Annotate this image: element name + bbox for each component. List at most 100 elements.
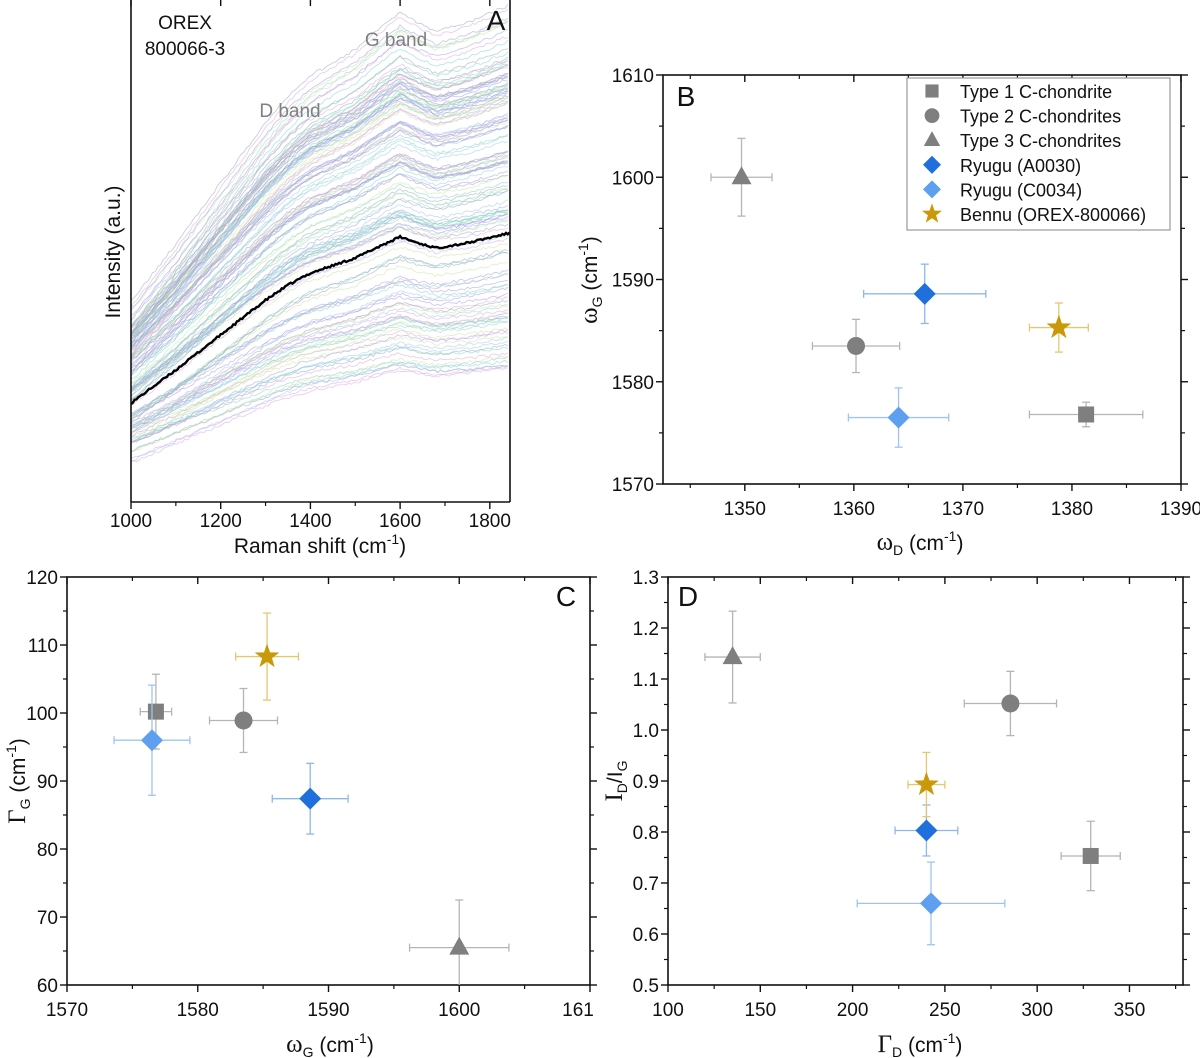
legend-label: Type 3 C-chondrites — [960, 131, 1121, 151]
individual-spectrum — [131, 311, 508, 443]
legend-item-bennu: Bennu (OREX-800066) — [921, 203, 1146, 225]
bennu-marker — [1046, 314, 1072, 339]
legend-label: Ryugu (A0030) — [960, 156, 1081, 176]
legend-item-type3: Type 3 C-chondrites — [923, 131, 1121, 151]
data-point-type2 — [963, 670, 1058, 737]
individual-spectrum — [131, 64, 508, 334]
y-axis-label: Intensity (a.u.) — [102, 185, 125, 318]
label-symbol: ω — [877, 529, 893, 556]
bennu-marker — [914, 771, 939, 796]
individual-spectrum — [131, 199, 509, 401]
y-tick-label: 1.0 — [633, 721, 659, 742]
individual-spectrum — [131, 367, 508, 463]
individual-spectrum — [131, 170, 508, 372]
data-point-bennu — [907, 751, 946, 818]
x-tick-label: 250 — [929, 1000, 961, 1021]
label-symbol: Γ — [4, 809, 31, 823]
legend-item-ryugu_a0030: Ryugu (A0030) — [922, 155, 1081, 176]
mean-spectrum-line — [131, 231, 510, 406]
individual-spectrum — [131, 152, 508, 367]
individual-spectrum — [131, 20, 509, 312]
ryugu_c0034-marker — [922, 180, 942, 199]
panel-D-data — [704, 610, 1121, 946]
data-point-bennu — [235, 612, 300, 701]
individual-spectrum — [131, 190, 508, 384]
individual-spectrum — [131, 155, 509, 360]
individual-spectrum — [131, 315, 508, 433]
panel-C-data — [113, 612, 510, 985]
individual-spectrum — [131, 340, 508, 440]
g-band-annotation: G band — [365, 30, 427, 51]
individual-spectrum — [131, 272, 508, 415]
x-tick-label: 300 — [1021, 1000, 1053, 1021]
data-point-ryugu_a0030 — [271, 762, 349, 835]
y-axis-label: ωG (cm-1) — [575, 236, 605, 324]
y-tick-label: 1600 — [612, 168, 654, 189]
y-axis-label: ΓG (cm-1) — [3, 738, 33, 824]
legend-label: Type 2 C-chondrites — [960, 107, 1121, 127]
label-superscript: -1 — [387, 531, 400, 547]
y-tick-label: 60 — [37, 976, 58, 997]
individual-spectrum — [131, 94, 509, 336]
y-tick-label: 1.1 — [633, 670, 659, 691]
panel-letter-A: A — [487, 5, 506, 36]
x-tick-label: 1370 — [942, 499, 984, 520]
x-tick-label: 100 — [652, 1000, 684, 1021]
individual-spectrum — [131, 327, 509, 442]
label-close: ) — [7, 738, 30, 745]
label-close: ) — [956, 532, 963, 555]
type2-marker — [847, 336, 866, 355]
y-tick-label: 0.6 — [633, 925, 659, 946]
x-axis-label: Raman shift (cm-1) — [234, 531, 406, 558]
individual-spectrum — [131, 356, 509, 462]
ryugu_c0034-marker — [140, 729, 163, 752]
type1-marker — [1082, 847, 1099, 864]
data-point-type3 — [704, 610, 761, 704]
bennu-marker — [921, 203, 943, 223]
label-symbol: I — [601, 793, 628, 801]
label-subscript: D — [893, 542, 903, 558]
data-point-type1 — [1060, 820, 1121, 892]
x-axis-label: ΓD (cm-1) — [878, 1030, 963, 1058]
label-unit: (cm — [903, 532, 944, 555]
y-tick-label: 1.3 — [633, 568, 659, 589]
x-tick-label: 200 — [837, 1000, 869, 1021]
label-unit: /I — [604, 771, 627, 783]
individual-spectrum — [131, 284, 508, 426]
individual-spectrum — [131, 209, 508, 401]
data-point-ryugu_c0034 — [856, 861, 1006, 946]
individual-spectrum — [131, 243, 508, 403]
panel-A-spectra — [131, 4, 510, 463]
individual-spectrum — [131, 293, 508, 418]
label-superscript: -1 — [943, 1030, 956, 1046]
type1-marker — [925, 84, 939, 98]
individual-spectrum — [131, 237, 508, 406]
individual-spectrum — [131, 115, 508, 347]
label-subscript: G — [17, 798, 33, 809]
data-point-type2 — [208, 687, 279, 754]
data-point-type2 — [811, 318, 901, 374]
individual-spectrum — [131, 160, 508, 366]
data-point-ryugu_a0030 — [894, 804, 959, 857]
label-superscript: -1 — [3, 745, 19, 758]
label-superscript: -1 — [944, 528, 957, 544]
label-symbol: ω — [576, 307, 603, 323]
legend-item-type1: Type 1 C-chondrite — [925, 82, 1112, 102]
x-tick-label: 1580 — [177, 1000, 219, 1021]
ryugu_a0030-marker — [913, 282, 936, 305]
label-subscript: G — [589, 296, 605, 307]
y-tick-label: 100 — [26, 704, 58, 725]
individual-spectrum — [131, 4, 509, 302]
individual-spectrum — [131, 305, 508, 425]
y-tick-label: 70 — [37, 908, 58, 929]
individual-spectrum — [131, 75, 508, 342]
label-close: ) — [399, 535, 406, 558]
individual-spectrum — [131, 346, 509, 443]
individual-spectrum — [131, 296, 508, 437]
ryugu_a0030-marker — [299, 787, 322, 810]
label-close: ) — [579, 236, 602, 243]
individual-spectrum — [131, 189, 509, 398]
individual-spectrum — [131, 330, 509, 437]
y-tick-label: 1.2 — [633, 619, 659, 640]
